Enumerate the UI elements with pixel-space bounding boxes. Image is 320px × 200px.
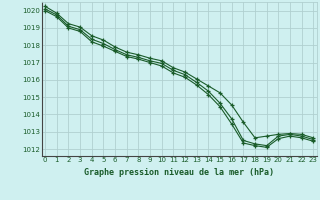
X-axis label: Graphe pression niveau de la mer (hPa): Graphe pression niveau de la mer (hPa) — [84, 168, 274, 177]
